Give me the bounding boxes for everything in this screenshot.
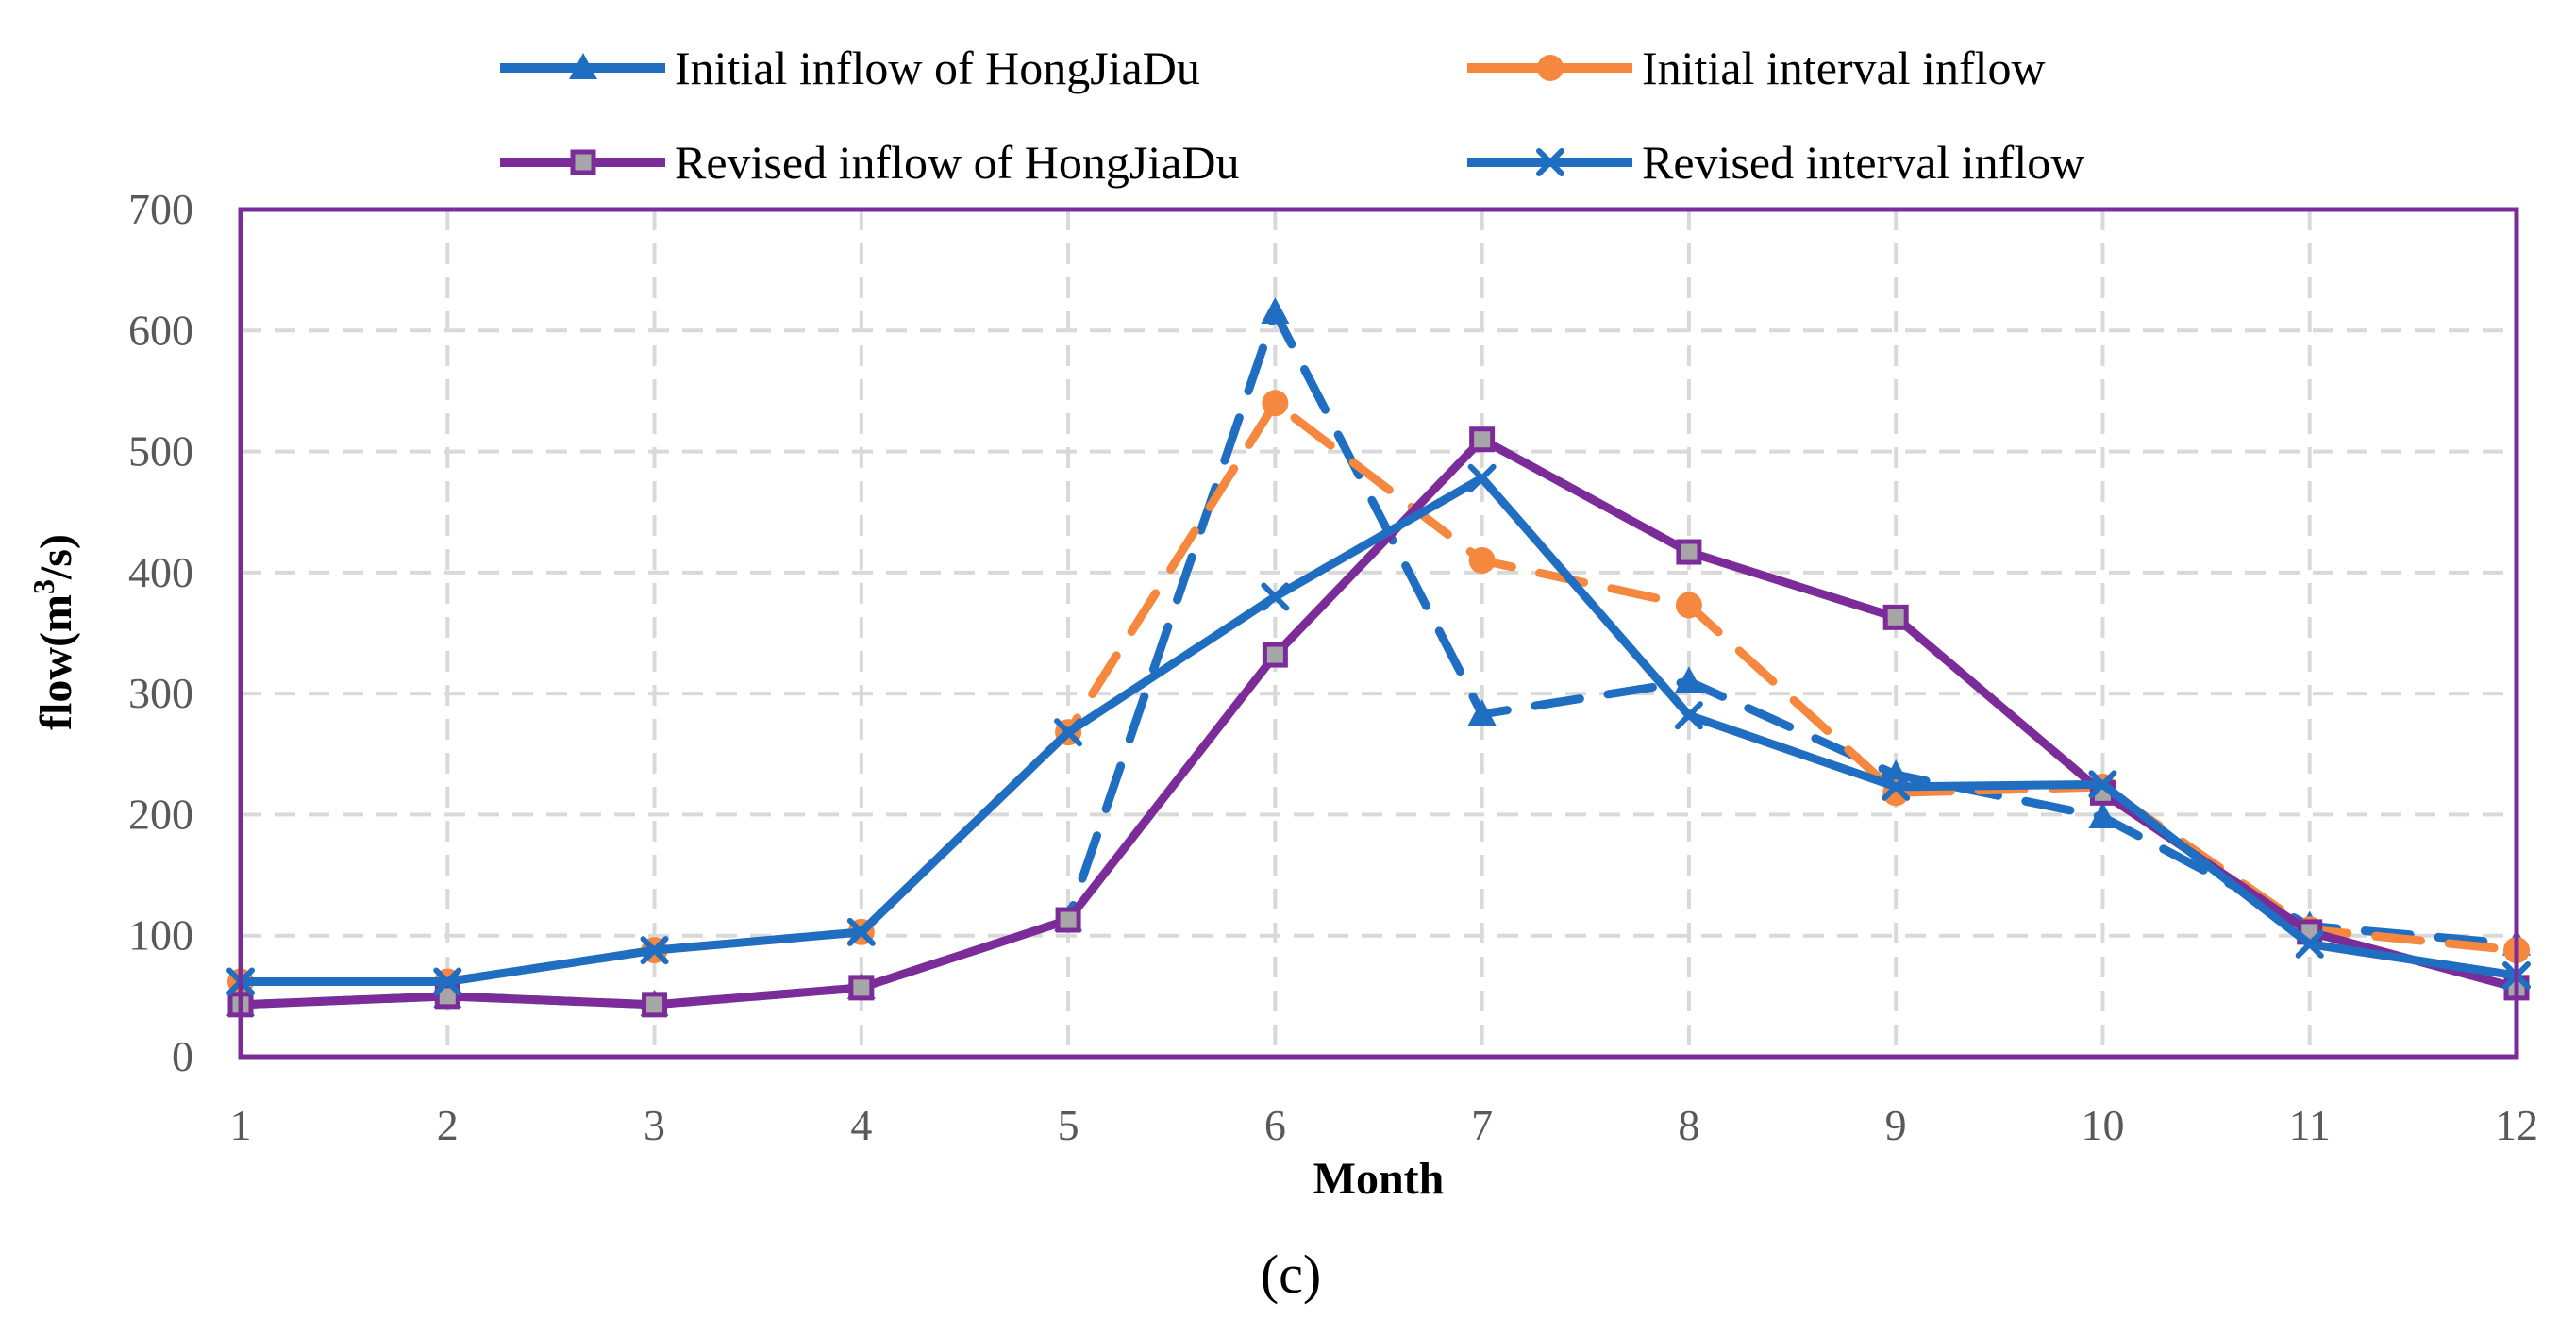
x-marker-stroke [1054,718,1083,747]
x-marker [2088,770,2117,799]
y-tick-label: 0 [172,1032,193,1080]
figure-caption: (c) [1261,1243,1321,1305]
x-marker-stroke [1467,463,1497,492]
y-tick-label: 600 [128,306,193,354]
y-tick-label: 100 [128,911,193,960]
x-tick-label: 1 [230,1101,252,1149]
x-tick-label: 3 [644,1101,665,1149]
circle-marker [1537,55,1564,81]
x-marker-stroke [2088,770,2117,799]
x-tick-label: 6 [1264,1101,1286,1149]
x-axis-title: Month [1313,1154,1445,1204]
square-marker [1882,604,1909,630]
square-marker [1262,642,1288,668]
circle-marker [1468,547,1496,575]
x-marker-stroke [433,967,462,996]
x-marker [2295,929,2324,959]
x-marker [1054,718,1083,747]
circle-marker [1262,390,1289,417]
triangle-marker [1674,666,1703,693]
legend-label: Initial inflow of HongJiaDu [675,42,1200,94]
x-tick-label: 7 [1471,1101,1493,1149]
x-tick-label: 9 [1885,1101,1907,1149]
x-marker [433,967,462,996]
x-tick-label: 5 [1058,1101,1079,1149]
legend-entry-initial-interval-inflow: Initial interval inflow [1467,42,2046,94]
x-marker [846,917,876,946]
x-marker [1536,148,1564,176]
y-axis-title: flow(m3/s) [26,534,81,730]
legend: Initial inflow of HongJiaDu Initial inter… [500,42,2084,189]
legend-label: Revised interval inflow [1642,136,2084,189]
x-tick-label: 2 [437,1101,459,1149]
x-marker-stroke [640,936,669,965]
legend-entry-revised-inflow-of-hongjiadu: Revised inflow of HongJiaDu [500,136,1240,189]
y-tick-label: 400 [128,548,193,596]
series-revised-interval-inflow [226,463,2531,996]
x-tick-label: 11 [2289,1101,2331,1149]
x-marker [1261,582,1290,611]
x-marker [1674,701,1703,730]
triangle-marker [1261,297,1290,325]
series-line [236,474,2521,986]
x-marker-stroke [846,917,876,946]
y-axis-title-tail: /s) [31,534,81,580]
y-axis-title-superscript: 3 [26,579,60,594]
x-marker-stroke [1674,701,1703,730]
x-marker-stroke [1882,772,1911,801]
y-tick-label: 300 [128,669,193,717]
x-marker [1882,772,1911,801]
y-tick-label: 700 [128,185,193,233]
x-marker-stroke [2295,929,2324,959]
series-lines [226,297,2531,1018]
y-tick-label: 500 [128,427,193,476]
circle-marker [1675,592,1702,619]
triangle-marker [569,53,597,79]
x-marker [1467,463,1497,492]
x-tick-label: 4 [850,1101,872,1149]
x-tick-label: 8 [1678,1101,1699,1149]
legend-entry-initial-inflow-of-hongjiadu: Initial inflow of HongJiaDu [500,42,1200,94]
square-marker [1676,539,1702,565]
square-marker [570,149,596,175]
triangle-marker [1467,698,1497,726]
x-tick-label: 12 [2495,1101,2538,1149]
square-marker [848,975,875,1001]
y-axis-title-base: flow(m [31,594,81,730]
x-marker-stroke [1536,148,1564,176]
square-marker [1055,907,1081,933]
square-marker [642,992,668,1018]
x-marker [640,936,669,965]
legend-label: Initial interval inflow [1642,42,2046,94]
x-tick-label: 10 [2081,1101,2124,1149]
square-marker [1469,426,1496,453]
plot-area-border [238,207,2519,1060]
legend-label: Revised inflow of HongJiaDu [675,136,1240,189]
y-axis-ticks: 0 100 200 300 400 500 600 700 [128,185,193,1080]
x-marker-stroke [1261,582,1290,611]
legend-entry-revised-interval-inflow: Revised interval inflow [1467,136,2084,189]
x-axis-ticks: 1 2 3 4 5 6 7 8 9 10 11 12 [230,1101,2539,1149]
triangle-marker [2088,801,2117,828]
y-tick-label: 200 [128,790,193,838]
